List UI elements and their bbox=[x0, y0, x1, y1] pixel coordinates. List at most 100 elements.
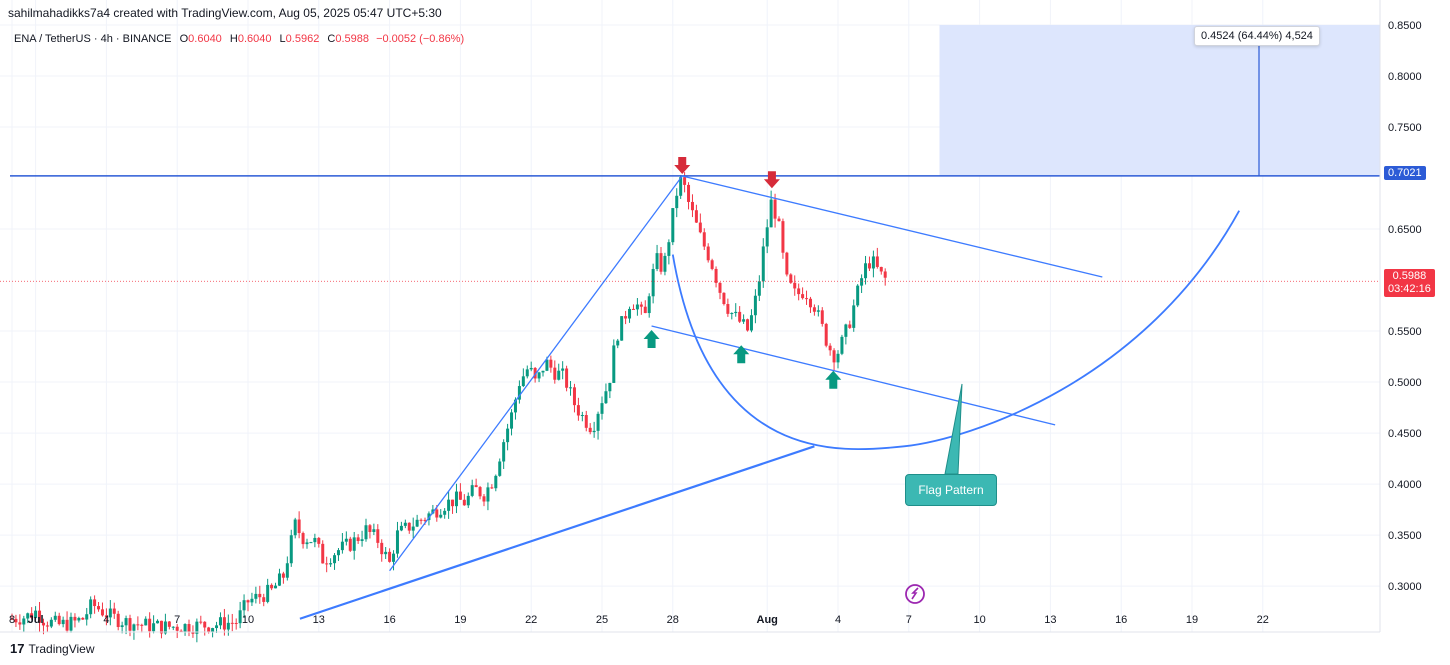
candle-body bbox=[690, 201, 694, 211]
candle-body bbox=[852, 305, 856, 328]
candle-body bbox=[466, 495, 470, 506]
flag-upper-line[interactable] bbox=[682, 175, 1103, 278]
candle-body bbox=[61, 619, 65, 625]
candle-body bbox=[41, 622, 45, 626]
footer-brand-label: TradingView bbox=[28, 641, 95, 656]
candle-body bbox=[588, 427, 592, 433]
cup-curve[interactable] bbox=[671, 210, 1240, 451]
candle-body bbox=[726, 304, 730, 314]
flag-pattern-label[interactable]: Flag Pattern bbox=[905, 474, 997, 506]
pole-line[interactable] bbox=[389, 175, 683, 572]
candle-body bbox=[557, 370, 561, 380]
candle-body bbox=[187, 624, 191, 633]
candle-body bbox=[183, 624, 187, 633]
candle-body bbox=[569, 387, 573, 389]
candle-body bbox=[533, 367, 537, 379]
candle-body bbox=[808, 298, 812, 308]
candle-body bbox=[399, 525, 403, 531]
candle-body bbox=[773, 199, 777, 219]
candle-body bbox=[356, 537, 360, 542]
support-curve[interactable] bbox=[299, 445, 815, 620]
candle-body bbox=[757, 281, 761, 296]
candle-body bbox=[152, 623, 156, 632]
candle-body bbox=[195, 621, 199, 634]
candle-countdown: 03:42:16 bbox=[1388, 283, 1431, 295]
candle-body bbox=[376, 529, 380, 543]
candle-body bbox=[270, 584, 274, 589]
candle-body bbox=[529, 367, 533, 370]
candle-body bbox=[222, 617, 226, 630]
candle-body bbox=[820, 310, 824, 324]
candle-body bbox=[18, 622, 22, 625]
candle-body bbox=[592, 430, 596, 433]
candle-body bbox=[541, 370, 545, 373]
candle-body bbox=[867, 263, 871, 269]
candle-body bbox=[600, 403, 604, 414]
candle-body bbox=[53, 615, 57, 620]
candle-body bbox=[144, 618, 148, 626]
candle-body bbox=[439, 514, 443, 518]
candle-body bbox=[517, 386, 521, 400]
candle-body bbox=[112, 608, 116, 614]
candle-body bbox=[325, 563, 329, 565]
candle-body bbox=[207, 627, 211, 632]
symbol-name[interactable]: ENA / TetherUS · 4h · BINANCE bbox=[14, 33, 172, 45]
flag-lower-line[interactable] bbox=[651, 325, 1056, 426]
candle-body bbox=[45, 625, 49, 627]
candle-body bbox=[136, 624, 140, 626]
candle-body bbox=[250, 598, 254, 603]
candle-body bbox=[722, 292, 726, 305]
candle-body bbox=[179, 630, 183, 633]
time-tick-label: 19 bbox=[1186, 614, 1198, 626]
price-axis[interactable]: 0.8500 0.8000 0.7500 0.6500 0.5500 0.5000 0.45… bbox=[1388, 20, 1422, 593]
candle-body bbox=[226, 622, 230, 630]
candle-body bbox=[844, 324, 848, 337]
candle-body bbox=[730, 313, 734, 315]
replay-icon[interactable] bbox=[905, 584, 925, 604]
candle-body bbox=[643, 306, 647, 314]
candle-body bbox=[561, 368, 565, 371]
candle-body bbox=[828, 345, 832, 351]
candle-body bbox=[329, 563, 333, 565]
candle-body bbox=[769, 199, 773, 228]
candle-body bbox=[175, 626, 179, 631]
candle-body bbox=[403, 522, 407, 526]
symbol-legend[interactable]: ENA / TetherUS · 4h · BINANCE O0.6040 H0… bbox=[14, 33, 464, 45]
candle-body bbox=[694, 210, 698, 223]
candle-body bbox=[262, 597, 266, 602]
candle-body bbox=[77, 617, 81, 621]
candle-body bbox=[494, 475, 498, 489]
candle-body bbox=[360, 539, 364, 542]
time-tick-label: Aug bbox=[757, 614, 778, 626]
candle-body bbox=[38, 610, 42, 623]
candle-body bbox=[628, 308, 632, 319]
candle-body bbox=[655, 253, 659, 270]
candle-body bbox=[742, 319, 746, 322]
candle-body bbox=[789, 274, 793, 283]
candle-body bbox=[698, 222, 702, 233]
candle-body bbox=[392, 553, 396, 562]
candle-body bbox=[785, 252, 789, 275]
candle-body bbox=[238, 610, 242, 624]
candle-body bbox=[616, 340, 620, 346]
time-axis[interactable]: 8 Jul 4 7 10 13 16 19 22 25 28 Aug 4 7 10 13 16 19 22 bbox=[9, 614, 1269, 626]
open-label: O bbox=[179, 33, 189, 45]
low-label: L bbox=[279, 33, 286, 45]
candle-body bbox=[293, 519, 297, 536]
candle-body bbox=[470, 485, 474, 496]
price-tick-label: 0.8000 bbox=[1388, 71, 1422, 83]
time-tick-label: 4 bbox=[103, 614, 109, 626]
down-arrow-icon bbox=[674, 156, 691, 174]
candle-body bbox=[305, 542, 309, 545]
candle-body bbox=[671, 208, 675, 243]
candle-body bbox=[612, 345, 616, 383]
candle-body bbox=[317, 537, 321, 544]
candle-body bbox=[753, 295, 757, 316]
candle-body bbox=[333, 555, 337, 564]
candle-body bbox=[289, 535, 293, 564]
pattern-markers bbox=[643, 156, 842, 389]
candle-body bbox=[411, 526, 415, 531]
time-tick-label: 16 bbox=[1115, 614, 1127, 626]
footer-brand[interactable]: 17 TradingView bbox=[10, 641, 95, 656]
